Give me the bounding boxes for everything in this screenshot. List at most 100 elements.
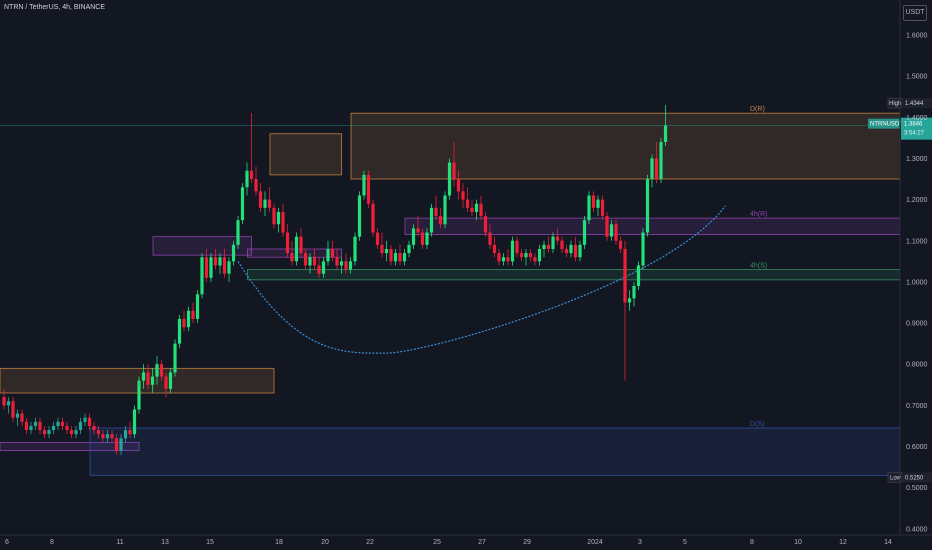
candle-body: [330, 248, 335, 258]
candle-body: [551, 236, 555, 249]
y-tick-label: 0.8000: [906, 362, 928, 369]
candle-body: [497, 253, 501, 262]
candle-body: [650, 158, 654, 180]
candle-body: [155, 364, 159, 377]
x-tick-label: 5: [683, 539, 687, 546]
high-label-box: [887, 97, 903, 109]
candle-body: [663, 125, 668, 142]
candle-body: [96, 430, 101, 435]
x-tick-label: 15: [206, 539, 214, 546]
x-tick-label: 29: [523, 539, 531, 546]
y-tick-label: 1.0000: [906, 279, 928, 286]
x-tick-label: 3: [638, 539, 642, 546]
candle-body: [308, 257, 312, 266]
candle-body: [384, 248, 389, 254]
candle-body: [101, 434, 105, 439]
candle-body: [87, 417, 92, 426]
candle-body: [357, 195, 362, 237]
candle-body: [137, 380, 141, 410]
candle-body: [29, 425, 33, 431]
candle-body: [119, 438, 123, 451]
candle-body: [546, 244, 551, 249]
candle-body: [519, 253, 524, 258]
candle-body: [321, 261, 326, 274]
candle-body: [582, 220, 587, 245]
candle-body: [614, 224, 618, 241]
candle-body: [195, 294, 200, 319]
candle-body: [335, 257, 339, 266]
candle-body: [483, 216, 488, 233]
candle-body: [555, 236, 560, 241]
candle-body: [573, 244, 578, 258]
symbol-tag-label: NTRNUSDT: [870, 122, 903, 128]
zone-label: 4h(R): [750, 211, 768, 218]
candle-body: [623, 248, 627, 303]
candle-body: [398, 253, 402, 262]
zone-box: [269, 133, 342, 176]
candle-body: [501, 257, 506, 262]
high-label: High: [889, 101, 901, 107]
candle-body: [267, 199, 272, 208]
candle-body: [438, 216, 443, 225]
candle-body: [159, 364, 164, 377]
candle-body: [236, 220, 240, 245]
candle-body: [132, 409, 137, 435]
candle-body: [209, 257, 213, 278]
x-tick-label: 25: [433, 539, 441, 546]
zone-label: 4h(S): [750, 263, 767, 270]
candle-body: [164, 376, 168, 389]
candle-body: [317, 265, 321, 274]
y-tick-label: 1.5000: [906, 74, 928, 81]
x-tick-label: 14: [884, 539, 892, 546]
zone-box: [350, 112, 901, 180]
candle-body: [69, 430, 74, 435]
x-tick-label: 10: [794, 539, 802, 546]
candle-body: [605, 216, 609, 237]
candle-body: [506, 257, 510, 262]
candle-body: [461, 191, 465, 200]
candle-body: [344, 261, 348, 270]
candle-body: [168, 372, 173, 389]
candle-body: [600, 199, 605, 217]
candle-body: [632, 286, 636, 299]
candle-body: [60, 421, 65, 426]
candle-body: [416, 228, 420, 233]
candle-body: [123, 430, 128, 439]
candle-body: [596, 199, 600, 208]
candle-body: [528, 253, 533, 258]
candle-body: [389, 248, 393, 262]
candle-body: [11, 401, 15, 418]
candle-body: [474, 203, 479, 212]
candle-body: [74, 430, 78, 435]
candle-body: [2, 397, 6, 406]
candle-body: [299, 236, 303, 254]
candle-body: [515, 240, 519, 254]
candle-body: [569, 244, 573, 254]
candle-body: [479, 203, 483, 217]
candle-body: [366, 174, 371, 204]
candle-body: [560, 240, 564, 249]
candle-body: [200, 257, 204, 295]
high-value-box: [903, 98, 932, 109]
candle-body: [420, 232, 425, 245]
candle-body: [402, 253, 407, 262]
y-tick-label: 1.3000: [906, 156, 928, 163]
x-tick-label: 20: [321, 539, 329, 546]
candle-body: [443, 195, 447, 225]
x-tick-label: 2024: [587, 539, 603, 546]
candle-body: [618, 240, 623, 249]
y-tick-label: 1.6000: [906, 32, 928, 39]
candle-body: [587, 195, 591, 221]
x-tick-label: 22: [366, 539, 374, 546]
x-tick-label: 18: [275, 539, 283, 546]
candle-body: [56, 421, 60, 426]
candle-body: [47, 430, 51, 435]
last-price-box: [901, 117, 932, 140]
last-price-value: 1.3846: [904, 122, 923, 128]
candle-body: [447, 162, 452, 196]
price-scale-unit-button[interactable]: USDT: [903, 5, 927, 21]
candle-body: [411, 228, 416, 245]
candle-body: [51, 425, 56, 431]
candle-body: [15, 413, 20, 418]
